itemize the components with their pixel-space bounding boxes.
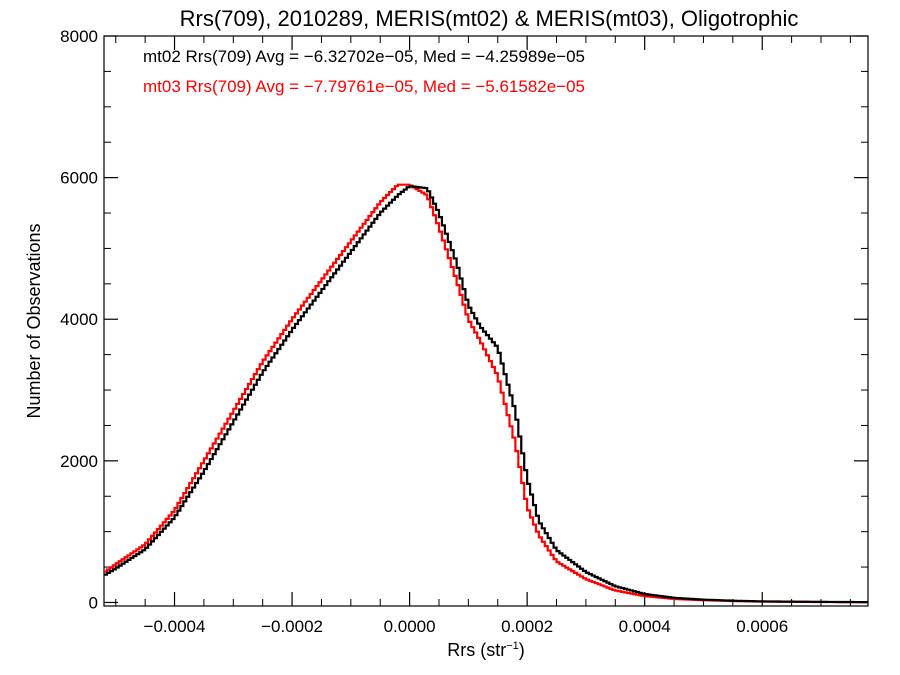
y-axis: 0 2000 4000 6000 8000 <box>60 27 868 612</box>
x-axis-label-sup: −1 <box>506 640 519 652</box>
x-tick-label: 0.0004 <box>619 617 671 636</box>
series-layer <box>104 183 868 604</box>
y-tick-label: 4000 <box>60 310 98 329</box>
x-axis: −0.0004 −0.0002 0.0000 0.0002 0.0004 0.0006 <box>115 36 851 636</box>
x-tick-label: 0.0002 <box>501 617 553 636</box>
annotation-mt02: mt02 Rrs(709) Avg = −6.32702e−05, Med = … <box>143 47 585 66</box>
annotation-mt03: mt03 Rrs(709) Avg = −7.79761e−05, Med = … <box>143 77 585 96</box>
x-tick-label: 0.0006 <box>736 617 788 636</box>
y-tick-label: 0 <box>89 593 98 612</box>
y-tick-label: 8000 <box>60 27 98 46</box>
x-axis-label-main: Rrs (str <box>447 640 506 660</box>
y-tick-label: 2000 <box>60 452 98 471</box>
y-tick-label: 6000 <box>60 169 98 188</box>
x-tick-label: −0.0004 <box>144 617 206 636</box>
y-axis-label: Number of Observations <box>24 223 44 418</box>
x-axis-label-close: ) <box>519 640 525 660</box>
series-mt03-line <box>104 183 868 604</box>
x-axis-label: Rrs (str−1) <box>447 640 525 660</box>
x-tick-label: 0.0000 <box>384 617 436 636</box>
series-mt02-line <box>104 185 868 604</box>
chart-title: Rrs(709), 2010289, MERIS(mt02) & MERIS(m… <box>180 6 799 31</box>
plot-frame <box>103 35 869 607</box>
x-tick-label: −0.0002 <box>261 617 323 636</box>
